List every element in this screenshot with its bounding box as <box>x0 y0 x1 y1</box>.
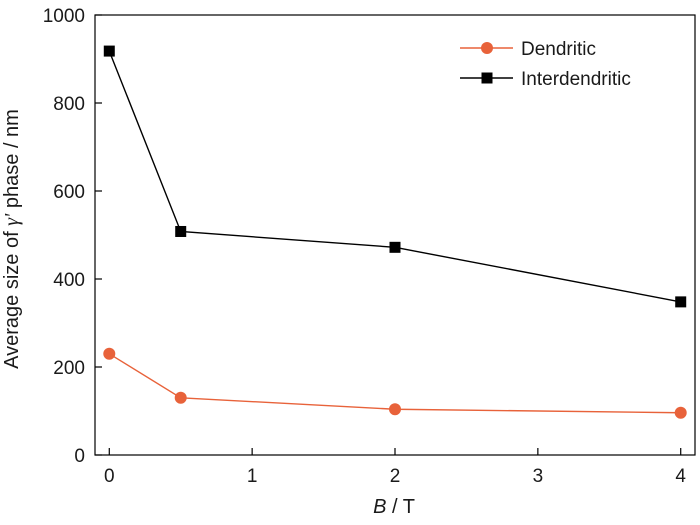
legend-label-dendritic: Dendritic <box>521 39 596 60</box>
legend-item-dendritic: Dendritic <box>460 39 596 60</box>
x-axis: 0 1 2 3 4 <box>104 448 686 487</box>
legend-label-interdendritic: Interdendritic <box>521 69 631 90</box>
y-axis-title-symbol: γ' <box>1 213 23 226</box>
series-line-interdendritic <box>108 50 681 303</box>
x-axis-title: B / T <box>373 496 415 518</box>
data-point-dendritic <box>174 391 187 404</box>
y-tick-label: 0 <box>74 446 85 467</box>
x-tick-label: 1 <box>247 466 258 487</box>
data-point-dendritic <box>389 403 401 416</box>
x-tick-label: 2 <box>390 466 401 487</box>
data-point-interdendritic <box>675 296 687 308</box>
data-point-dendritic <box>103 347 116 360</box>
x-tick-label: 0 <box>104 466 115 487</box>
series-interdendritic <box>103 45 687 308</box>
y-axis-title-prefix: Average size of <box>1 226 23 369</box>
y-axis-title-suffix: phase / nm <box>1 109 23 214</box>
x-tick-label: 4 <box>675 466 686 487</box>
y-axis-title: Average size of γ' phase / nm <box>1 109 23 369</box>
y-axis: 0 200 400 600 800 1000 <box>43 6 102 467</box>
series-dendritic <box>103 347 687 419</box>
legend-marker-dendritic <box>481 42 493 54</box>
y-tick-label: 200 <box>53 358 85 379</box>
data-point-interdendritic <box>175 225 187 237</box>
series-line-dendritic <box>108 353 681 414</box>
data-point-interdendritic <box>103 45 115 57</box>
series-layer <box>103 45 687 419</box>
x-axis-title-unit: / T <box>386 496 415 518</box>
legend-item-interdendritic: Interdendritic <box>460 69 631 90</box>
y-tick-label: 800 <box>53 94 85 115</box>
y-tick-label: 600 <box>53 182 85 203</box>
legend-marker-interdendritic <box>481 72 493 84</box>
y-tick-label: 400 <box>53 270 85 291</box>
data-point-dendritic <box>674 406 687 419</box>
data-point-interdendritic <box>389 241 401 253</box>
legend: Dendritic Interdendritic <box>460 39 631 90</box>
y-tick-label: 1000 <box>43 6 85 27</box>
x-axis-title-variable: B <box>373 496 386 518</box>
x-tick-label: 3 <box>533 466 544 487</box>
